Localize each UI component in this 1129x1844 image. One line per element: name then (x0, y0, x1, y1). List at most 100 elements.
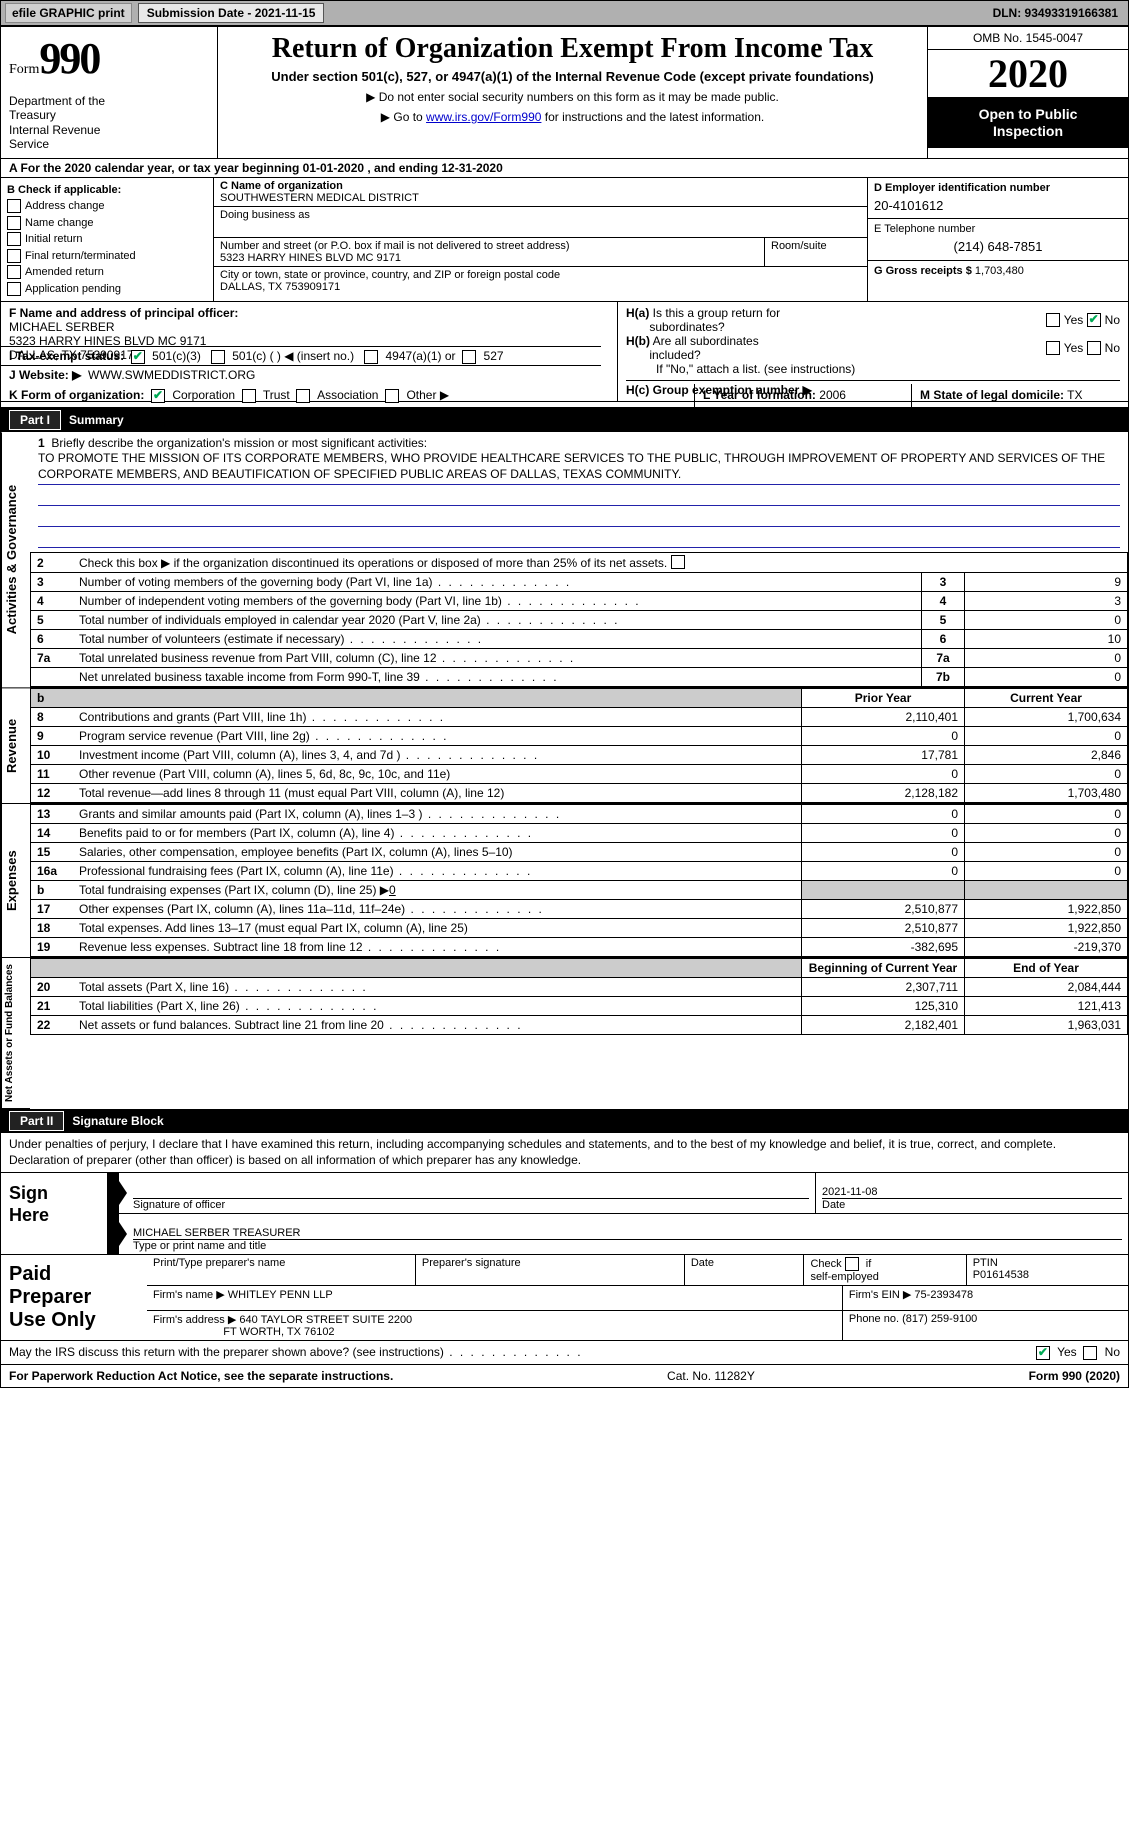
chk-application-pending[interactable] (7, 282, 21, 296)
chk-ha-no[interactable] (1087, 313, 1101, 327)
line3-text: Number of voting members of the governin… (79, 575, 433, 589)
chk-501c[interactable] (211, 350, 225, 364)
row-j: J Website: ▶ WWW.SWMEDDISTRICT.ORG (1, 366, 263, 384)
omb-number: OMB No. 1545-0047 (928, 27, 1128, 50)
addr-value: 5323 HARRY HINES BLVD MC 9171 (220, 252, 758, 264)
firm-ein-label: Firm's EIN ▶ (849, 1289, 912, 1301)
chk-self-employed[interactable] (845, 1257, 859, 1271)
ein-label: D Employer identification number (874, 182, 1050, 194)
chk-discuss-yes[interactable] (1036, 1346, 1050, 1360)
chk-name-change[interactable] (7, 216, 21, 230)
room-suite-label: Room/suite (765, 238, 867, 266)
arrow-icon (107, 1173, 119, 1213)
line8-prior: 2,110,401 (802, 708, 965, 727)
submission-date-button[interactable]: Submission Date - 2021-11-15 (138, 3, 325, 23)
chk-501c3[interactable] (131, 350, 145, 364)
opt-4947: 4947(a)(1) or (386, 349, 456, 363)
preparer-sig-label: Preparer's signature (416, 1255, 685, 1285)
line15-text: Salaries, other compensation, employee b… (79, 845, 513, 859)
line18-text: Total expenses. Add lines 13–17 (must eq… (79, 921, 468, 935)
note-goto: ▶ Go to www.irs.gov/Form990 for instruct… (228, 110, 917, 124)
chk-ha-yes[interactable] (1046, 313, 1060, 327)
paid-preparer-row: PaidPreparerUse Only Print/Type preparer… (1, 1255, 1128, 1341)
chk-4947[interactable] (364, 350, 378, 364)
line16a-prior: 0 (802, 862, 965, 881)
irs-discuss-question: May the IRS discuss this return with the… (9, 1345, 444, 1359)
ptin-label: PTIN (973, 1257, 998, 1269)
line3-value: 9 (965, 573, 1128, 592)
chk-amended-return[interactable] (7, 265, 21, 279)
hb-yes: Yes (1064, 341, 1084, 355)
year-formation-label: L Year of formation: (703, 388, 816, 402)
chk-discuss-no[interactable] (1083, 1346, 1097, 1360)
hb-note: If "No," attach a list. (see instruction… (626, 362, 1120, 376)
line17-current: 1,922,850 (965, 900, 1128, 919)
chk-address-change[interactable] (7, 199, 21, 213)
chk-association[interactable] (296, 389, 310, 403)
chk-final-return[interactable] (7, 249, 21, 263)
hdr-end-year: End of Year (965, 959, 1128, 978)
ein-value: 20-4101612 (874, 194, 1122, 213)
chk-trust[interactable] (242, 389, 256, 403)
header-mid: Return of Organization Exempt From Incom… (218, 27, 927, 158)
form-ref: Form 990 (2020) (1029, 1369, 1120, 1383)
line18-current: 1,922,850 (965, 919, 1128, 938)
line7b-value: 0 (965, 668, 1128, 688)
chk-hb-no[interactable] (1087, 341, 1101, 355)
open-to-public: Open to PublicInspection (928, 98, 1128, 148)
dba-label: Doing business as (220, 209, 861, 221)
form-page: Form990 Department of theTreasuryInterna… (0, 26, 1129, 1388)
paid-preparer-label: PaidPreparerUse Only (1, 1255, 147, 1340)
sign-here-label: SignHere (1, 1173, 107, 1254)
revenue-table: bPrior YearCurrent Year 8Contributions a… (30, 688, 1128, 804)
hdr-current-year: Current Year (965, 689, 1128, 708)
line10-current: 2,846 (965, 746, 1128, 765)
chk-hb-yes[interactable] (1046, 341, 1060, 355)
vtab-activities-governance: Activities & Governance (1, 432, 30, 688)
line4-value: 3 (965, 592, 1128, 611)
line12-current: 1,703,480 (965, 784, 1128, 804)
chk-527[interactable] (462, 350, 476, 364)
paperwork-notice: For Paperwork Reduction Act Notice, see … (9, 1369, 393, 1383)
name-title-label: Type or print name and title (133, 1239, 1122, 1252)
self-employed-label: Check ifself-employed (810, 1258, 878, 1283)
part1-header: Part I Summary (1, 408, 1128, 432)
box-f-label: F Name and address of principal officer: (9, 306, 238, 320)
irs-link[interactable]: www.irs.gov/Form990 (426, 110, 541, 124)
chk-other[interactable] (385, 389, 399, 403)
blank-line-1 (38, 489, 1120, 506)
opt-final-return: Final return/terminated (25, 250, 136, 262)
vtab-revenue: Revenue (1, 688, 30, 804)
line19-prior: -382,695 (802, 938, 965, 958)
box-b: B Check if applicable: Address change Na… (1, 178, 214, 302)
expenses-table: 13Grants and similar amounts paid (Part … (30, 804, 1128, 958)
state-domicile-label: M State of legal domicile: (920, 388, 1064, 402)
line16a-text: Professional fundraising fees (Part IX, … (79, 864, 394, 878)
opt-application-pending: Application pending (25, 283, 121, 295)
tax-year: 2020 (928, 50, 1128, 98)
opt-name-change: Name change (25, 217, 94, 229)
chk-corporation[interactable] (151, 389, 165, 403)
website-value: WWW.SWMEDDISTRICT.ORG (88, 368, 255, 382)
line14-text: Benefits paid to or for members (Part IX… (79, 826, 394, 840)
chk-initial-return[interactable] (7, 232, 21, 246)
summary-activities-governance: Activities & Governance 1 Briefly descri… (1, 432, 1128, 688)
line9-text: Program service revenue (Part VIII, line… (79, 729, 310, 743)
ha-no: No (1105, 313, 1120, 327)
mission-text: TO PROMOTE THE MISSION OF ITS CORPORATE … (38, 450, 1120, 485)
row-j-label: J Website: ▶ (9, 368, 81, 382)
opt-address-change: Address change (25, 200, 105, 212)
opt-501c3: 501(c)(3) (152, 349, 201, 363)
firm-phone-label: Phone no. (849, 1313, 899, 1325)
hb-no: No (1105, 341, 1120, 355)
efile-label[interactable]: efile GRAPHIC print (5, 3, 132, 23)
line13-current: 0 (965, 805, 1128, 824)
vtab-net-assets: Net Assets or Fund Balances (1, 958, 30, 1109)
irs-discuss-row: May the IRS discuss this return with the… (1, 1341, 1128, 1365)
officer-name-title: MICHAEL SERBER TREASURER (133, 1227, 1122, 1239)
line22-text: Net assets or fund balances. Subtract li… (79, 1018, 384, 1032)
blank-line-2 (38, 510, 1120, 527)
chk-line2[interactable] (671, 555, 685, 569)
line4-text: Number of independent voting members of … (79, 594, 502, 608)
line8-text: Contributions and grants (Part VIII, lin… (79, 710, 306, 724)
